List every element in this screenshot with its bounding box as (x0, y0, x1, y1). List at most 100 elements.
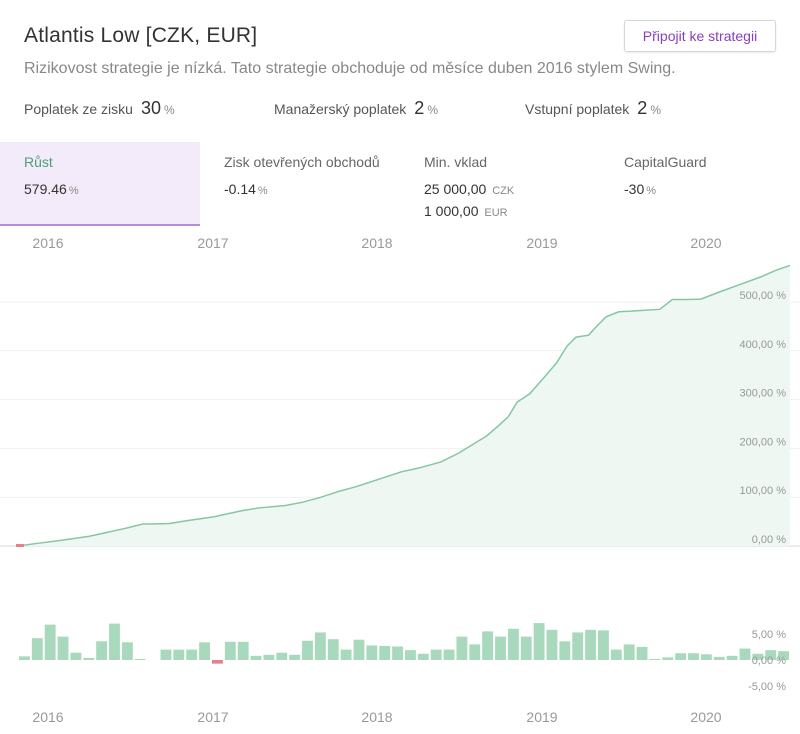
monthly-bar (314, 632, 326, 660)
strategy-title: Atlantis Low [CZK, EUR] (24, 24, 258, 47)
entry-fee: Vstupní poplatek 2% (525, 98, 661, 119)
open-profit-unit: % (257, 185, 268, 197)
profit-fee: Poplatek ze zisku 30% (24, 98, 175, 119)
monthly-bar (199, 642, 210, 660)
join-strategy-button[interactable]: Připojit ke strategii (624, 20, 776, 52)
management-fee-value: 2 (414, 98, 425, 118)
monthly-bar (173, 649, 185, 660)
management-fee: Manažerský poplatek 2% (274, 98, 438, 119)
chart-area: 2016 2017 2018 2019 2020 0,00 % 100,00 % 200,00… (0, 226, 800, 734)
monthly-bar (636, 647, 648, 660)
min-deposit-eur-unit: EUR (484, 207, 508, 219)
monthly-bar (713, 656, 725, 660)
monthly-bar (507, 628, 519, 660)
tab-growth[interactable]: Růst 579.46% (0, 142, 200, 226)
monthly-bar-negative (212, 660, 223, 664)
top-y-tick-label: 0,00 % (752, 534, 786, 546)
monthly-bar (456, 636, 468, 660)
monthly-bar (739, 648, 751, 660)
monthly-bar (752, 653, 764, 660)
monthly-bar (559, 641, 571, 660)
top-y-tick-label: 300,00 % (740, 388, 787, 400)
monthly-bar (57, 636, 69, 660)
entry-fee-label: Vstupní poplatek (525, 101, 630, 117)
bottom-year-label: 2017 (197, 709, 228, 725)
strategy-description: Rizikovost strategie je nízká. Tato stra… (24, 60, 676, 77)
growth-unit: % (68, 185, 79, 197)
monthly-bar (405, 650, 416, 660)
monthly-bar (495, 636, 506, 660)
monthly-bar (186, 649, 198, 660)
top-year-label: 2017 (197, 235, 228, 251)
top-year-label: 2016 (32, 235, 63, 251)
monthly-bar (469, 644, 481, 660)
monthly-bar (533, 623, 545, 660)
monthly-bar (327, 639, 339, 660)
monthly-bar (778, 651, 789, 660)
monthly-bar (302, 640, 313, 660)
profit-fee-label: Poplatek ze zisku (24, 101, 133, 117)
monthly-bar (700, 654, 712, 660)
monthly-bar (276, 652, 288, 660)
monthly-bar (121, 642, 133, 660)
monthly-bar (649, 658, 661, 660)
performance-charts: 2016 2017 2018 2019 2020 0,00 % 100,00 % 200,00… (0, 235, 800, 725)
monthly-bar (19, 656, 30, 660)
growth-area-fill (18, 265, 790, 546)
entry-fee-unit: % (650, 103, 661, 117)
monthly-bar (160, 649, 172, 660)
monthly-bar (134, 658, 146, 660)
monthly-bar (263, 654, 275, 660)
monthly-bar (520, 636, 532, 660)
monthly-bar (109, 623, 120, 660)
monthly-bar (70, 652, 82, 660)
min-deposit-eur-value: 1 000,00 (424, 203, 479, 219)
monthly-bar (340, 649, 352, 660)
tab-open-profit[interactable]: Zisk otevřených obchodů -0.14% (200, 142, 400, 226)
open-profit-label: Zisk otevřených obchodů (224, 154, 380, 170)
monthly-bar (726, 655, 738, 660)
monthly-bar (289, 654, 301, 660)
tab-min-deposit[interactable]: Min. vklad 25 000,00 CZK 1 000,00 EUR (400, 142, 600, 226)
monthly-bar (572, 632, 584, 660)
monthly-bar (623, 644, 635, 660)
monthly-bar (83, 657, 95, 660)
bottom-year-label: 2018 (361, 709, 392, 725)
monthly-bar (250, 655, 262, 660)
bottom-year-label: 2020 (690, 709, 721, 725)
monthly-bar (482, 631, 494, 660)
profit-fee-value: 30 (140, 98, 161, 118)
tab-capital-guard[interactable]: CapitalGuard -30% (600, 142, 800, 226)
monthly-bar (392, 646, 403, 660)
open-profit-value: -0.14 (224, 181, 256, 197)
min-deposit-label: Min. vklad (424, 154, 488, 170)
growth-line (17, 264, 791, 547)
monthly-bar (31, 638, 43, 660)
monthly-bar (585, 629, 596, 660)
top-year-label: 2018 (361, 235, 392, 251)
min-deposit-czk-unit: CZK (492, 185, 515, 197)
monthly-bar (662, 657, 674, 660)
top-year-label: 2019 (526, 235, 557, 251)
management-fee-unit: % (427, 103, 438, 117)
monthly-bar (546, 629, 558, 660)
monthly-bar (224, 641, 236, 660)
monthly-bar (688, 653, 699, 660)
monthly-bar (765, 650, 777, 660)
monthly-bar (610, 649, 622, 660)
bottom-year-label: 2016 (32, 709, 63, 725)
growth-label: Růst (24, 154, 53, 170)
profit-fee-unit: % (163, 103, 175, 117)
capital-guard-unit: % (646, 185, 657, 197)
monthly-bar (237, 641, 249, 660)
growth-value: 579.46 (24, 181, 67, 197)
capital-guard-label: CapitalGuard (624, 154, 707, 170)
monthly-bar (44, 624, 56, 660)
bottom-y-tick-label: 5,00 % (752, 629, 786, 641)
monthly-bar (353, 639, 365, 660)
bottom-y-tick-label: 0,00 % (752, 655, 786, 667)
top-y-tick-label: 200,00 % (740, 436, 787, 448)
monthly-bar (96, 641, 108, 660)
start-marker (16, 544, 24, 547)
top-year-label: 2020 (690, 235, 721, 251)
